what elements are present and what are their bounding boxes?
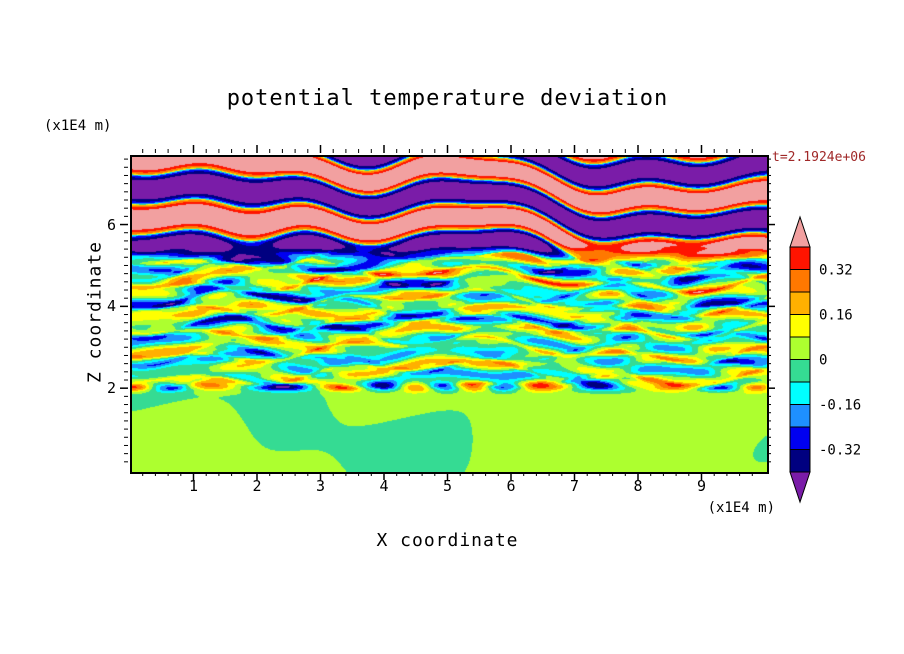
colorbar-band — [789, 269, 811, 293]
x-tick-label: 3 — [315, 477, 326, 495]
colorbar-band — [789, 314, 811, 338]
chart-title: potential temperature deviation — [226, 86, 669, 111]
colorbar-band — [789, 291, 811, 315]
x-tick-label: 9 — [696, 477, 707, 495]
x-tick-label: 7 — [569, 477, 580, 495]
x-tick-label: 8 — [633, 477, 643, 495]
y-axis-units-label: (x1E4 m) — [44, 118, 112, 134]
x-tick-label: 4 — [379, 477, 389, 495]
time-annotation: t=2.1924e+06 — [772, 150, 866, 165]
colorbar-band — [789, 336, 811, 360]
y-tick-label: 6 — [106, 215, 116, 234]
colorbar-over-arrow — [789, 215, 811, 248]
colorbar-band — [789, 246, 811, 270]
colorbar-band — [789, 404, 811, 428]
x-tick-label: 6 — [506, 477, 516, 495]
colorbar-under-arrow — [789, 471, 811, 504]
colorbar-tick-label: 0 — [819, 353, 827, 369]
colorbar-tick-label: 0.32 — [819, 263, 853, 279]
x-axis-title: X coordinate — [376, 530, 519, 551]
y-tick-label: 4 — [106, 297, 116, 316]
x-axis-units-label: (x1E4 m) — [707, 500, 775, 516]
colorbar-tick-label: -0.16 — [819, 398, 861, 414]
x-tick-label: 1 — [188, 477, 199, 495]
colorbar-tick-label: 0.16 — [819, 308, 853, 324]
heatmap-canvas — [132, 157, 767, 472]
x-tick-label: 2 — [252, 477, 262, 495]
colorbar-band — [789, 359, 811, 383]
colorbar-band — [789, 449, 811, 473]
plot-area — [130, 155, 769, 474]
colorbar-band — [789, 381, 811, 405]
y-axis-title: Z coordinate — [84, 240, 106, 384]
y-tick-label: 2 — [106, 379, 116, 398]
colorbar: 0.32 0.16 0 -0.16 -0.32 — [789, 215, 861, 504]
x-tick-label: 5 — [442, 477, 453, 495]
colorbar-band — [789, 426, 811, 450]
colorbar-tick-label: -0.32 — [819, 443, 861, 459]
